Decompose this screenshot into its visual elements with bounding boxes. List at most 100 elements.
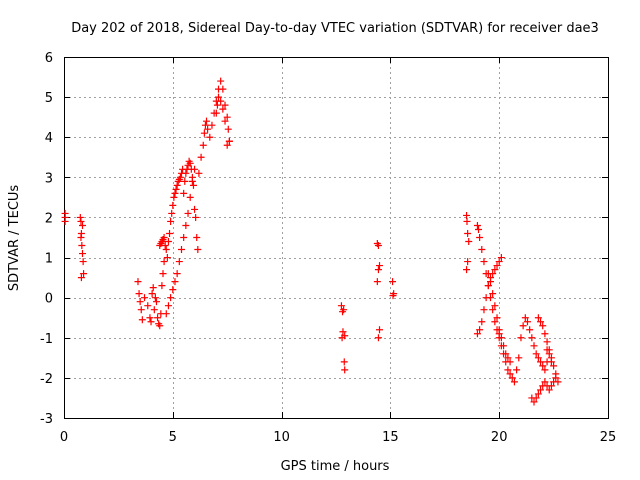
data-point — [374, 266, 382, 274]
data-point — [476, 234, 484, 241]
data-point — [146, 314, 154, 322]
data-point — [493, 262, 501, 270]
data-point — [219, 85, 227, 93]
axis-ticks — [64, 57, 609, 419]
data-point — [167, 217, 175, 225]
data-point — [80, 270, 88, 278]
data-point — [480, 306, 488, 314]
data-point — [199, 141, 207, 149]
data-point — [204, 125, 212, 133]
data-point — [221, 101, 229, 109]
data-point — [173, 181, 181, 189]
x-tick-label: 0 — [60, 430, 68, 445]
data-point — [530, 398, 538, 406]
data-point — [374, 242, 382, 250]
data-point — [534, 390, 542, 398]
data-point — [530, 342, 538, 350]
data-point — [78, 221, 86, 229]
data-point — [340, 358, 348, 366]
data-point — [182, 221, 190, 229]
data-point — [181, 177, 189, 185]
data-point — [164, 238, 172, 246]
data-point — [491, 302, 499, 310]
data-point — [137, 306, 145, 314]
data-point — [225, 137, 233, 145]
y-tick-label: 5 — [45, 91, 53, 106]
x-axis-label: GPS time / hours — [281, 459, 390, 474]
data-point — [550, 362, 558, 370]
data-point — [389, 278, 397, 286]
data-point — [547, 358, 555, 366]
plot-frame — [64, 57, 609, 419]
x-tick-label: 10 — [273, 430, 290, 445]
data-point — [506, 358, 514, 366]
data-point — [495, 326, 503, 334]
data-point — [463, 266, 471, 274]
y-tick-label: 4 — [45, 131, 53, 146]
y-tick-label: 6 — [45, 51, 53, 66]
data-point — [61, 217, 69, 225]
data-point — [170, 193, 178, 201]
data-point — [147, 318, 155, 326]
data-point — [217, 77, 225, 85]
data-point — [515, 354, 523, 362]
data-point — [161, 242, 169, 250]
data-point — [152, 298, 160, 306]
data-point — [532, 394, 540, 402]
data-point — [339, 328, 347, 336]
data-point — [136, 298, 144, 306]
x-tick-label: 15 — [382, 430, 399, 445]
data-point — [534, 354, 542, 362]
data-point — [541, 378, 549, 386]
y-tick-label: -2 — [40, 372, 53, 387]
data-point — [212, 109, 220, 117]
data-point — [539, 362, 547, 370]
data-point — [77, 234, 85, 241]
data-point — [491, 318, 499, 326]
data-point — [158, 282, 166, 290]
data-point — [79, 258, 87, 266]
data-point — [476, 326, 484, 334]
data-point — [376, 326, 384, 334]
data-point — [213, 101, 221, 109]
data-point — [223, 141, 231, 149]
data-points — [61, 77, 562, 406]
data-point — [197, 153, 205, 161]
data-point — [184, 209, 192, 217]
data-point — [171, 278, 179, 286]
data-point — [138, 316, 146, 324]
data-point — [543, 346, 551, 354]
data-point — [482, 294, 490, 302]
data-point — [541, 330, 549, 338]
chart-title: Day 202 of 2018, Sidereal Day-to-day VTE… — [71, 21, 599, 36]
data-point — [149, 284, 157, 292]
y-tick-label: 0 — [45, 292, 53, 307]
data-point — [539, 322, 547, 330]
data-point — [537, 386, 545, 394]
data-point — [495, 258, 503, 266]
data-point — [166, 229, 174, 237]
data-point — [521, 314, 529, 322]
data-point — [541, 366, 549, 374]
grid — [64, 57, 608, 418]
data-point — [178, 246, 186, 254]
data-point — [223, 113, 231, 121]
data-point — [78, 250, 86, 258]
data-point — [537, 318, 545, 326]
data-point — [463, 217, 471, 225]
data-point — [180, 234, 188, 241]
data-point — [508, 374, 516, 382]
data-point — [463, 211, 471, 219]
data-point — [148, 290, 156, 298]
data-point — [547, 382, 555, 390]
data-point — [151, 294, 159, 302]
y-tick-labels: -3 -2 -1 0 1 2 3 4 5 6 — [40, 51, 53, 427]
data-point — [473, 330, 481, 338]
data-point — [164, 302, 172, 310]
data-point — [338, 334, 346, 342]
data-point — [337, 302, 345, 310]
data-point — [186, 159, 194, 167]
data-point — [464, 258, 472, 266]
data-point — [77, 274, 85, 282]
